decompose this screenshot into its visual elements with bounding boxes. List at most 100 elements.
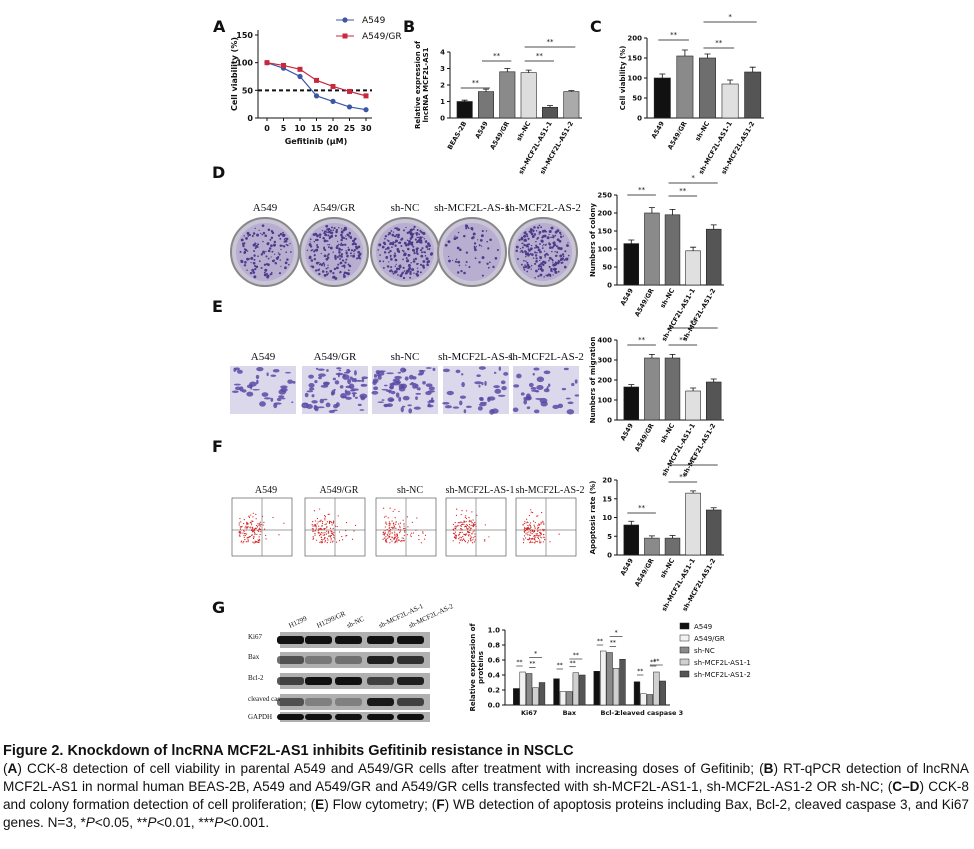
bar (612, 668, 620, 706)
colony (257, 246, 259, 248)
event (329, 527, 332, 529)
colony (326, 273, 329, 276)
migrated-cell (533, 367, 540, 371)
event (265, 534, 267, 537)
colony (545, 230, 548, 233)
caption: Figure 2. Knockdown of lncRNA MCF2L-AS1 … (3, 742, 969, 832)
event (388, 535, 390, 538)
blot-band (305, 636, 332, 644)
event (459, 531, 462, 534)
event (320, 541, 322, 543)
event (543, 529, 545, 531)
colony (327, 229, 330, 232)
colony (474, 248, 477, 252)
migrated-cell (376, 370, 385, 376)
event (238, 531, 240, 533)
migrated-cell (465, 405, 472, 409)
migrated-cell (404, 376, 409, 381)
event (336, 525, 338, 528)
colony (541, 230, 545, 233)
colony (486, 240, 489, 243)
error-bar (727, 79, 734, 84)
migrated-cell (320, 384, 329, 388)
colony (280, 248, 282, 251)
y-tick-label: 0.8 (488, 642, 501, 650)
blot-band (397, 677, 424, 685)
colony (535, 241, 537, 243)
event (244, 534, 246, 537)
event (407, 526, 409, 528)
panel-label: D (212, 163, 225, 182)
migrated-cell (452, 406, 460, 409)
colony (536, 251, 538, 254)
migrated-cell (392, 378, 401, 382)
migrated-cell (389, 382, 396, 386)
colony (418, 233, 421, 236)
migrated-cell (246, 391, 254, 397)
significance-label: ** (536, 52, 544, 60)
migrated-cell (345, 385, 352, 389)
colony (472, 232, 476, 236)
colony (419, 239, 423, 242)
event (390, 528, 392, 531)
y-axis-label: Numbers of colony (589, 203, 597, 277)
colony (402, 258, 404, 261)
colony (447, 240, 451, 244)
error-bar (710, 507, 717, 510)
x-tick-label: A549/GR (488, 120, 511, 151)
colony (308, 256, 312, 260)
event (253, 530, 255, 532)
colony (260, 253, 264, 256)
colony (318, 272, 321, 276)
migrated-cell (430, 397, 434, 403)
error-bar (681, 49, 688, 56)
event (330, 534, 332, 537)
event (452, 523, 454, 526)
event (412, 532, 415, 534)
migrated-cell (255, 374, 260, 380)
colony (248, 258, 251, 260)
y-tick-label: 0 (247, 114, 253, 123)
event (323, 527, 325, 530)
data-point (297, 66, 303, 72)
colony (405, 226, 407, 229)
event (394, 517, 396, 519)
event (528, 537, 531, 539)
event (540, 533, 542, 536)
x-tick-label: 15 (311, 124, 323, 133)
caption-text: ) RT-qPCR detection of lncRNA MCF2L-AS1 … (3, 761, 969, 794)
colony (279, 237, 282, 240)
bar (600, 650, 607, 706)
y-tick-label: 200 (597, 210, 612, 218)
migrated-cell (520, 392, 525, 396)
colony (254, 242, 257, 245)
colony (515, 249, 518, 253)
event (243, 534, 245, 537)
colony (243, 248, 247, 251)
event (536, 533, 539, 535)
protein-label: Bax (248, 653, 260, 661)
caption-text: B (763, 761, 774, 776)
bar (685, 492, 701, 556)
colony (327, 246, 330, 249)
colony (558, 231, 562, 235)
event (416, 517, 418, 519)
migrated-cell (398, 396, 402, 402)
colony (528, 230, 531, 233)
colony (465, 251, 469, 254)
migrated-cell (292, 380, 296, 384)
event (534, 521, 536, 524)
colony (407, 270, 410, 273)
migrated-cell (503, 372, 509, 376)
colony (457, 231, 460, 234)
colony (378, 243, 382, 247)
bar (705, 381, 722, 421)
event (318, 532, 320, 534)
colony (405, 244, 408, 247)
event (539, 534, 541, 536)
event (255, 513, 257, 515)
event (319, 534, 321, 537)
colony (421, 247, 424, 250)
colony (267, 228, 271, 231)
caption-text: ( (3, 761, 8, 776)
